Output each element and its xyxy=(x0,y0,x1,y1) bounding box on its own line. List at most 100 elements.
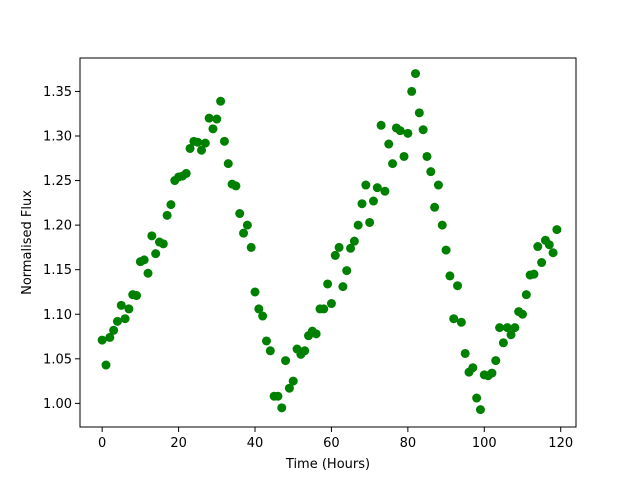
y-tick-label: 1.20 xyxy=(43,219,72,234)
data-point xyxy=(529,269,539,279)
x-tick-label: 100 xyxy=(472,436,497,451)
data-point xyxy=(112,316,122,326)
data-point xyxy=(449,314,459,324)
data-point xyxy=(411,69,421,79)
data-point xyxy=(162,210,172,220)
data-point xyxy=(139,255,149,265)
data-point xyxy=(395,126,405,136)
data-point xyxy=(544,240,554,250)
data-point xyxy=(472,393,482,403)
data-point xyxy=(365,217,375,227)
data-point xyxy=(300,346,310,356)
data-point xyxy=(552,225,562,235)
y-tick-label: 1.05 xyxy=(43,352,72,367)
x-tick-label: 20 xyxy=(170,436,187,451)
data-point xyxy=(326,299,336,309)
x-tick-label: 0 xyxy=(98,436,106,451)
data-point xyxy=(239,228,249,238)
data-point xyxy=(357,199,367,209)
data-point xyxy=(250,287,260,297)
data-point xyxy=(212,114,222,124)
data-point xyxy=(311,329,321,339)
data-point xyxy=(521,290,531,300)
data-point xyxy=(380,186,390,196)
data-point xyxy=(143,268,153,278)
data-point xyxy=(258,311,268,321)
data-point xyxy=(368,196,378,206)
data-point xyxy=(403,128,413,138)
data-point xyxy=(342,266,352,276)
data-point xyxy=(453,281,463,291)
data-point xyxy=(502,323,512,333)
y-tick-label: 1.10 xyxy=(43,308,72,323)
data-point xyxy=(456,317,466,327)
data-point xyxy=(319,304,329,314)
y-tick-label: 1.25 xyxy=(43,174,72,189)
data-point xyxy=(491,356,501,366)
x-tick-label: 120 xyxy=(548,436,573,451)
data-point xyxy=(185,143,195,153)
data-point xyxy=(361,180,371,190)
data-point xyxy=(231,181,241,191)
data-point xyxy=(151,249,161,259)
data-point xyxy=(147,231,157,241)
data-point xyxy=(468,363,478,373)
x-tick-label: 60 xyxy=(323,436,340,451)
data-point xyxy=(407,86,417,96)
data-point xyxy=(338,282,348,292)
data-point xyxy=(223,159,233,169)
data-point xyxy=(242,220,252,230)
data-point xyxy=(273,391,283,401)
data-point xyxy=(284,383,294,393)
data-point xyxy=(265,346,275,356)
y-axis-label: Normalised Flux xyxy=(20,190,35,295)
data-point xyxy=(208,124,218,134)
data-point xyxy=(445,271,455,281)
data-point xyxy=(120,314,130,324)
data-point xyxy=(158,239,168,249)
data-point xyxy=(422,151,432,161)
data-point xyxy=(288,376,298,386)
data-point xyxy=(181,168,191,178)
data-point xyxy=(506,330,516,340)
data-point xyxy=(193,137,203,147)
data-point xyxy=(109,325,119,335)
data-point xyxy=(372,183,382,193)
x-axis: 0 20 40 60 80 100 120 xyxy=(98,427,573,451)
y-axis: 1.00 1.05 1.10 1.15 1.20 1.25 1.30 1.35 xyxy=(43,85,80,412)
data-point xyxy=(437,220,447,230)
data-point xyxy=(349,236,359,246)
data-point xyxy=(441,245,451,255)
data-point xyxy=(246,242,256,252)
data-point xyxy=(116,300,126,310)
data-point xyxy=(426,167,436,177)
data-point xyxy=(418,125,428,135)
data-point xyxy=(353,220,363,230)
data-point xyxy=(334,242,344,252)
data-points xyxy=(97,69,562,415)
data-point xyxy=(105,332,115,342)
data-point xyxy=(204,113,214,123)
data-point xyxy=(346,243,356,253)
x-tick-label: 80 xyxy=(400,436,417,451)
data-point xyxy=(330,250,340,260)
data-point xyxy=(97,335,107,345)
data-point xyxy=(235,209,245,219)
data-point xyxy=(219,136,229,146)
data-point xyxy=(495,323,505,333)
data-point xyxy=(518,309,528,319)
data-point xyxy=(261,336,271,346)
data-point xyxy=(132,291,142,301)
data-point xyxy=(277,403,287,413)
data-point xyxy=(533,242,543,252)
data-point xyxy=(384,139,394,149)
data-point xyxy=(487,368,497,378)
data-point xyxy=(537,258,547,268)
data-point xyxy=(399,151,409,161)
data-point xyxy=(414,108,424,118)
y-tick-label: 1.35 xyxy=(43,85,72,100)
data-point xyxy=(200,138,210,148)
data-point xyxy=(323,279,333,289)
data-point xyxy=(510,323,520,333)
